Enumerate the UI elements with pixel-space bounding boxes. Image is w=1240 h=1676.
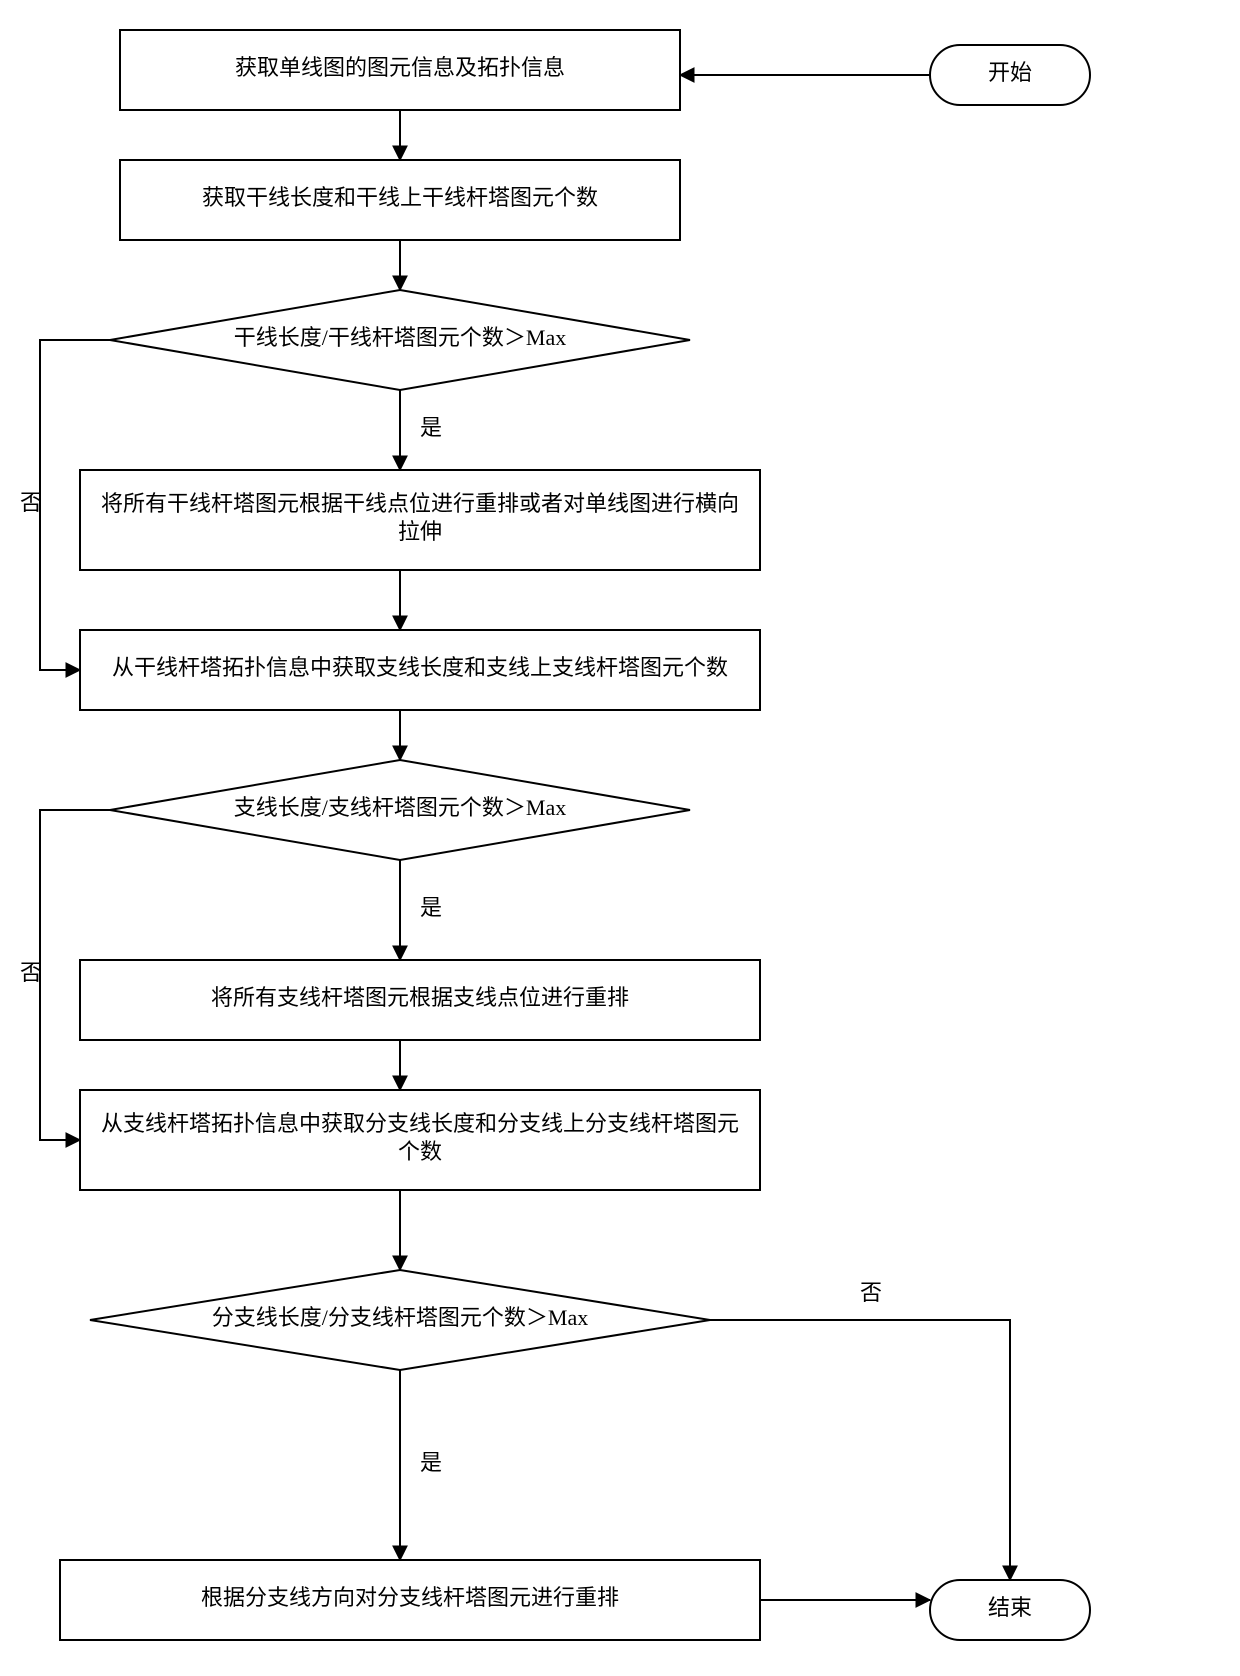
edge-label-d1_no_p5: 否: [20, 490, 42, 515]
process-label-p1-0: 获取单线图的图元信息及拓扑信息: [235, 55, 565, 80]
decision-label-d3: 分支线长度/分支线杆塔图元个数＞Max: [212, 1305, 588, 1330]
edge-label-d2_no_p8: 否: [20, 960, 42, 985]
process-label-p8-0: 从支线杆塔拓扑信息中获取分支线长度和分支线上分支线杆塔图元: [101, 1111, 739, 1136]
process-label-p2-0: 获取干线长度和干线上干线杆塔图元个数: [202, 185, 598, 210]
edge-label-d3_yes_p10: 是: [420, 1450, 442, 1475]
process-label-p4-0: 将所有干线杆塔图元根据干线点位进行重排或者对单线图进行横向: [101, 491, 739, 516]
process-label-p4-1: 拉伸: [398, 519, 442, 544]
decision-label-d2: 支线长度/支线杆塔图元个数＞Max: [234, 795, 566, 820]
edge-label-d1_yes_p4: 是: [420, 415, 442, 440]
decision-label-d1: 干线长度/干线杆塔图元个数＞Max: [234, 325, 566, 350]
edge-label-d2_yes_p7: 是: [420, 895, 442, 920]
process-label-p5-0: 从干线杆塔拓扑信息中获取支线长度和支线上支线杆塔图元个数: [112, 655, 728, 680]
edge-label-d3_no_end: 否: [860, 1280, 882, 1305]
process-label-p7-0: 将所有支线杆塔图元根据支线点位进行重排: [211, 985, 629, 1010]
edge-d3_no_end: [710, 1320, 1010, 1580]
terminal-label-end: 结束: [988, 1595, 1032, 1620]
process-label-p10-0: 根据分支线方向对分支线杆塔图元进行重排: [201, 1585, 619, 1610]
terminal-label-start: 开始: [988, 60, 1032, 85]
process-label-p8-1: 个数: [398, 1139, 442, 1164]
